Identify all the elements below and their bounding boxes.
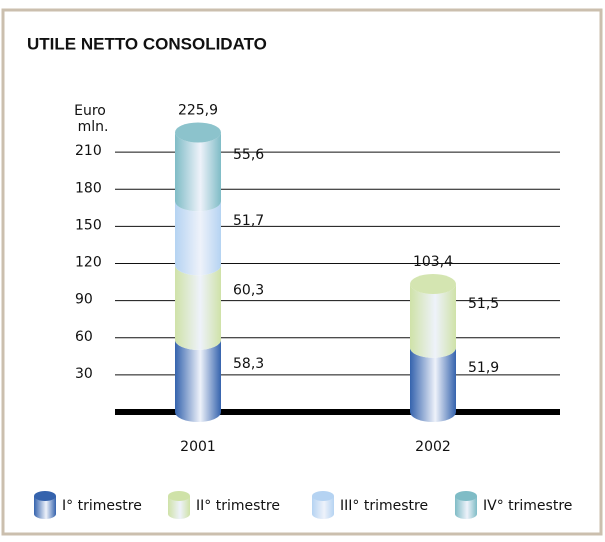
total-label: 103,4: [413, 254, 453, 270]
value-label: 51,7: [233, 213, 264, 229]
legend-swatch-cap: [168, 491, 190, 501]
y-tick-label: 150: [75, 217, 102, 233]
x-tick-label: 2001: [180, 439, 216, 455]
cylinder-segment: [175, 201, 221, 275]
chart-title: UTILE NETTO CONSOLIDATO: [27, 34, 267, 53]
legend-swatch-cap: [455, 491, 477, 501]
y-tick-label: 210: [75, 143, 102, 159]
value-label: 55,6: [233, 147, 264, 163]
value-label: 60,3: [233, 283, 264, 299]
y-tick-label: 120: [75, 255, 102, 271]
legend-swatch-cap: [34, 491, 56, 501]
y-tick-label: 60: [75, 329, 93, 345]
x-tick-label: 2002: [415, 439, 451, 455]
frame: [3, 10, 601, 534]
value-label: 51,5: [468, 296, 499, 312]
legend-label: II° trimestre: [196, 498, 280, 514]
cylinder-segment: [410, 284, 456, 358]
value-label: 58,3: [233, 356, 264, 372]
y-tick-label: 30: [75, 366, 93, 382]
y-axis-label: mln.: [78, 119, 109, 135]
cylinder-cap: [410, 274, 456, 294]
legend-label: III° trimestre: [340, 498, 428, 514]
cylinder-segment: [175, 132, 221, 211]
value-label: 51,9: [468, 360, 499, 376]
y-tick-label: 180: [75, 180, 102, 196]
legend-label: I° trimestre: [62, 498, 142, 514]
legend-label: IV° trimestre: [483, 498, 572, 514]
cylinder-cap: [175, 122, 221, 142]
cylinder-segment: [410, 348, 456, 422]
y-tick-label: 90: [75, 292, 93, 308]
cylinder-segment: [175, 340, 221, 422]
total-label: 225,9: [178, 102, 218, 118]
cylinder-segment: [175, 265, 221, 350]
y-axis-label: Euro: [74, 103, 106, 119]
legend-swatch-cap: [312, 491, 334, 501]
